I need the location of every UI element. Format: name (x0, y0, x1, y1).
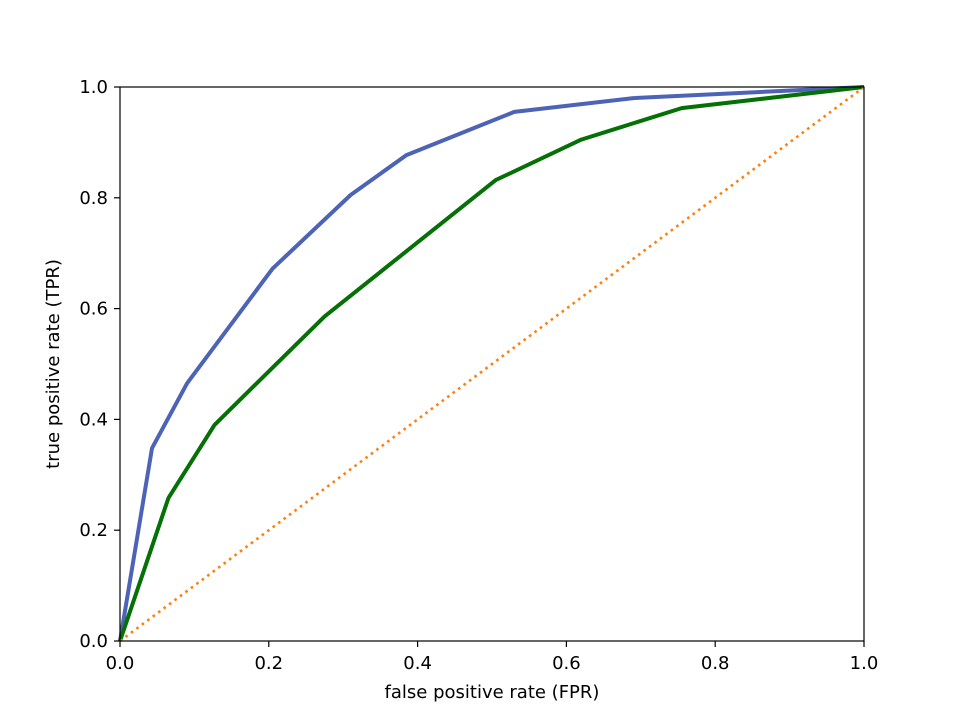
x-tick-label: 0.2 (254, 653, 283, 674)
x-tick-label: 0.8 (701, 653, 730, 674)
series-line-1 (118, 85, 865, 642)
plot-frame (119, 86, 865, 642)
x-tick-label: 0.4 (403, 653, 432, 674)
y-axis-ticks: 0.0 0.2 0.4 0.6 0.8 1.0 (79, 77, 120, 652)
y-tick-label: 0.8 (79, 188, 108, 209)
x-tick-label: 1.0 (850, 653, 879, 674)
y-tick-label: 0.6 (79, 299, 108, 320)
y-tick-label: 0.0 (79, 631, 108, 652)
x-tick-label: 0.6 (552, 653, 581, 674)
y-tick-label: 1.0 (79, 77, 108, 98)
x-tick-label: 0.0 (106, 653, 135, 674)
plot-lines (118, 85, 865, 643)
series-line-2 (118, 85, 865, 642)
y-tick-label: 0.2 (79, 520, 108, 541)
series-line-3 (119, 85, 865, 643)
y-tick-label: 0.4 (79, 409, 108, 430)
x-axis-ticks: 0.0 0.2 0.4 0.6 0.8 1.0 (106, 641, 879, 674)
y-axis-label: true positive rate (TPR) (43, 259, 64, 469)
x-axis-label: false positive rate (FPR) (385, 682, 600, 703)
